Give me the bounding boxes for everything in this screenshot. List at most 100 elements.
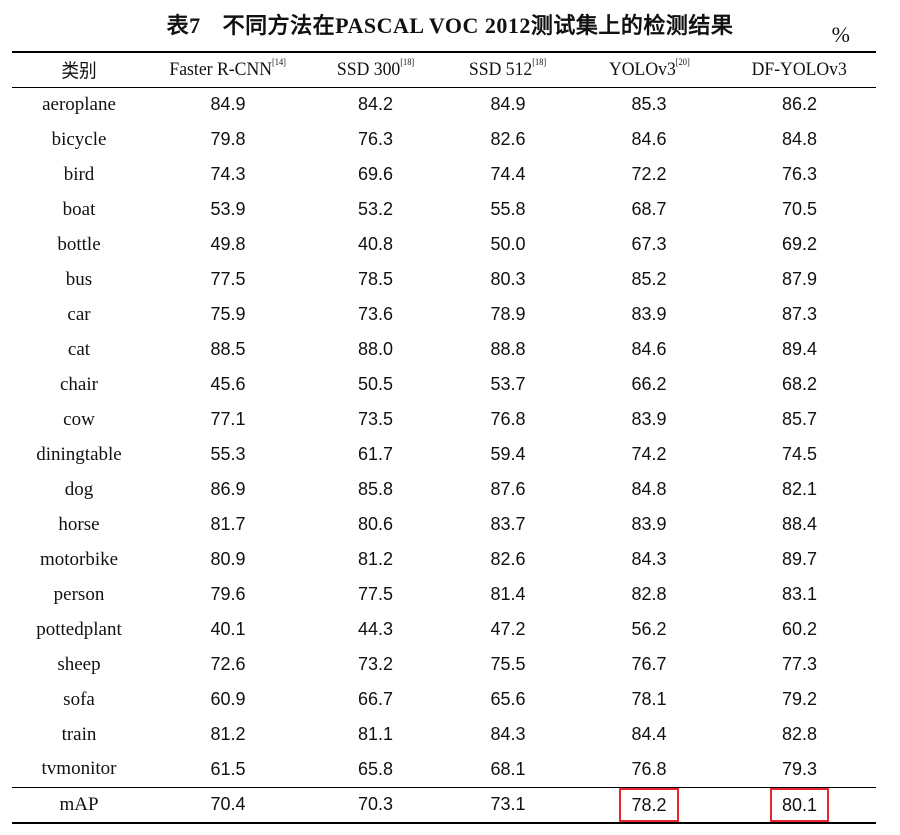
- table-row: pottedplant 40.1 44.3 47.2 56.2 60.2: [12, 612, 876, 647]
- value-cell: 77.5: [357, 584, 394, 604]
- value-cell: 82.6: [490, 549, 526, 569]
- value-cell: 74.2: [631, 444, 667, 464]
- value-cell: 47.2: [490, 619, 526, 639]
- value-cell: 77.5: [210, 269, 246, 289]
- table-row: bottle 49.8 40.8 50.0 67.3 69.2: [12, 227, 876, 262]
- value-cell: 53.7: [490, 374, 526, 394]
- table-row: boat 53.9 53.2 55.8 68.7 70.5: [12, 192, 876, 227]
- value-cell: 76.8: [490, 409, 526, 429]
- class-cell: dog: [64, 478, 94, 500]
- value-cell: 83.9: [631, 409, 667, 429]
- value-cell: 61.5: [146, 752, 310, 788]
- value-cell: 84.2: [357, 94, 394, 115]
- class-cell: train: [61, 723, 97, 745]
- class-cell: cat: [67, 338, 91, 360]
- value-cell: 83.7: [490, 514, 526, 534]
- table-row: sofa 60.9 66.7 65.6 78.1 79.2: [12, 682, 876, 717]
- table-row: bird 74.3 69.6 74.4 72.2 76.3: [12, 157, 876, 192]
- class-cell: chair: [60, 373, 98, 395]
- value-cell: 80.3: [490, 269, 526, 289]
- value-cell: 40.1: [210, 619, 246, 639]
- value-cell: 81.4: [490, 584, 526, 604]
- value-cell: 84.6: [631, 339, 667, 359]
- class-cell: cow: [63, 408, 95, 430]
- value-cell: 72.6: [210, 654, 246, 674]
- value-cell: 81.2: [210, 724, 246, 744]
- value-cell: 77.1: [210, 409, 246, 429]
- summary-cell: 70.4: [146, 787, 310, 824]
- table-row: horse 81.7 80.6 83.7 83.9 88.4: [12, 507, 876, 542]
- highlight-box: 80.1: [769, 787, 830, 822]
- value-cell: 61.7: [357, 444, 394, 464]
- value-cell: 74.4: [490, 164, 526, 184]
- value-cell: 84.9: [210, 94, 246, 115]
- summary-label: mAP: [12, 787, 146, 824]
- summary-cell: 70.3: [310, 787, 441, 824]
- value-cell: 68.7: [631, 199, 667, 219]
- value-cell: 83.9: [631, 514, 667, 534]
- class-cell: sofa: [63, 688, 95, 710]
- highlight-box: 78.2: [619, 787, 679, 822]
- value-cell: 70.5: [781, 199, 818, 219]
- value-cell: 83.1: [781, 584, 818, 604]
- table-row: cow 77.1 73.5 76.8 83.9 85.7: [12, 402, 876, 437]
- value-cell: 53.9: [210, 199, 246, 219]
- value-cell: 76.7: [631, 654, 667, 674]
- value-cell: 84.8: [781, 129, 818, 149]
- value-cell: 55.8: [490, 199, 526, 219]
- value-cell: 74.5: [781, 444, 818, 464]
- summary-row: mAP 70.4 70.3 73.1 78.2 80.1: [12, 787, 876, 824]
- value-cell: 65.8: [310, 752, 441, 788]
- value-cell: 85.8: [357, 479, 394, 499]
- table-row: dog 86.9 85.8 87.6 84.8 82.1: [12, 472, 876, 507]
- value-cell: 79.8: [210, 129, 246, 149]
- value-cell: 79.6: [210, 584, 246, 604]
- table-row: car 75.9 73.6 78.9 83.9 87.3: [12, 297, 876, 332]
- value-cell: 55.3: [210, 444, 246, 464]
- value-cell: 85.2: [631, 269, 667, 289]
- value-cell: 88.0: [357, 339, 394, 359]
- value-cell: 75.5: [490, 654, 526, 674]
- value-cell: 65.6: [490, 689, 526, 709]
- value-cell: 88.5: [210, 339, 246, 359]
- value-cell: 74.3: [210, 164, 246, 184]
- value-cell: 79.3: [723, 752, 876, 788]
- value-cell: 84.6: [631, 129, 667, 149]
- value-cell: 80.6: [357, 514, 394, 534]
- header-faster-rcnn: Faster R-CNN[14]: [146, 51, 310, 88]
- value-cell: 84.8: [631, 479, 667, 499]
- value-cell: 84.3: [490, 724, 526, 744]
- table-caption: 表7 不同方法在PASCAL VOC 2012测试集上的检测结果: [0, 8, 900, 40]
- value-cell: 66.2: [631, 374, 667, 394]
- value-cell: 86.2: [781, 94, 818, 115]
- value-cell: 78.5: [357, 269, 394, 289]
- value-cell: 73.5: [357, 409, 394, 429]
- value-cell: 87.3: [781, 304, 818, 324]
- value-cell: 76.8: [575, 752, 723, 788]
- class-cell: horse: [58, 513, 100, 535]
- header-row: 类别 Faster R-CNN[14] SSD 300[18] SSD 512[…: [12, 51, 876, 88]
- value-cell: 89.7: [781, 549, 818, 569]
- table-row: bus 77.5 78.5 80.3 85.2 87.9: [12, 262, 876, 297]
- value-cell: 40.8: [357, 234, 394, 254]
- table-row: diningtable 55.3 61.7 59.4 74.2 74.5: [12, 437, 876, 472]
- value-cell: 89.4: [781, 339, 818, 359]
- class-cell: pottedplant: [36, 618, 122, 640]
- class-cell: car: [67, 303, 91, 325]
- value-cell: 73.2: [357, 654, 394, 674]
- header-class: 类别: [12, 51, 146, 88]
- class-cell: person: [53, 583, 105, 605]
- header-ssd512: SSD 512[18]: [441, 51, 575, 88]
- table-row: cat 88.5 88.0 88.8 84.6 89.4: [12, 332, 876, 367]
- value-cell: 78.1: [631, 689, 667, 709]
- value-cell: 68.1: [441, 752, 575, 788]
- value-cell: 45.6: [210, 374, 246, 394]
- value-cell: 60.9: [210, 689, 246, 709]
- class-cell: aeroplane: [42, 93, 116, 115]
- value-cell: 50.5: [357, 374, 394, 394]
- value-cell: 78.9: [490, 304, 526, 324]
- value-cell: 59.4: [490, 444, 526, 464]
- value-cell: 86.9: [210, 479, 246, 499]
- value-cell: 81.7: [210, 514, 246, 534]
- summary-cell: 80.1: [723, 787, 876, 824]
